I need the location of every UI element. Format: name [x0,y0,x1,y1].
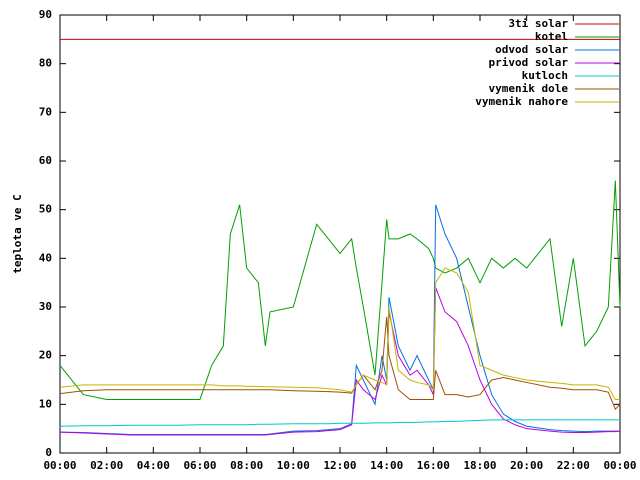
x-tick-label: 12:00 [323,459,356,472]
legend-label: kutloch [522,69,568,82]
legend-label: 3ti solar [508,17,568,30]
x-tick-label: 00:00 [43,459,76,472]
legend-label: vymenik dole [489,82,569,95]
y-tick-label: 30 [39,300,52,313]
x-tick-label: 14:00 [370,459,403,472]
series-line [59,204,620,436]
legend-label: privod solar [489,56,569,69]
x-tick-label: 02:00 [90,459,123,472]
legend-label: kotel [535,30,568,43]
y-tick-label: 80 [39,57,52,70]
y-axis-label: teplota ve C [11,194,24,273]
series-line [59,316,621,411]
x-tick-label: 10:00 [277,459,310,472]
y-tick-label: 60 [39,154,52,167]
y-tick-label: 70 [39,105,52,118]
series-line [59,287,621,436]
legend-label: vymenik nahore [475,95,568,108]
y-tick-label: 20 [39,349,52,362]
x-tick-label: 18:00 [463,459,496,472]
y-tick-label: 90 [39,8,52,21]
series-line [59,180,621,400]
series-line [59,419,620,427]
x-tick-label: 00:00 [603,459,636,472]
y-tick-label: 0 [45,446,52,459]
x-tick-label: 04:00 [137,459,170,472]
x-tick-label: 16:00 [417,459,450,472]
series-line [59,267,620,400]
x-tick-label: 06:00 [183,459,216,472]
x-tick-label: 22:00 [557,459,590,472]
y-tick-label: 10 [39,397,52,410]
legend-label: odvod solar [495,43,568,56]
x-tick-label: 08:00 [230,459,263,472]
x-tick-label: 20:00 [510,459,543,472]
y-tick-label: 40 [39,251,52,264]
y-tick-label: 50 [39,203,52,216]
